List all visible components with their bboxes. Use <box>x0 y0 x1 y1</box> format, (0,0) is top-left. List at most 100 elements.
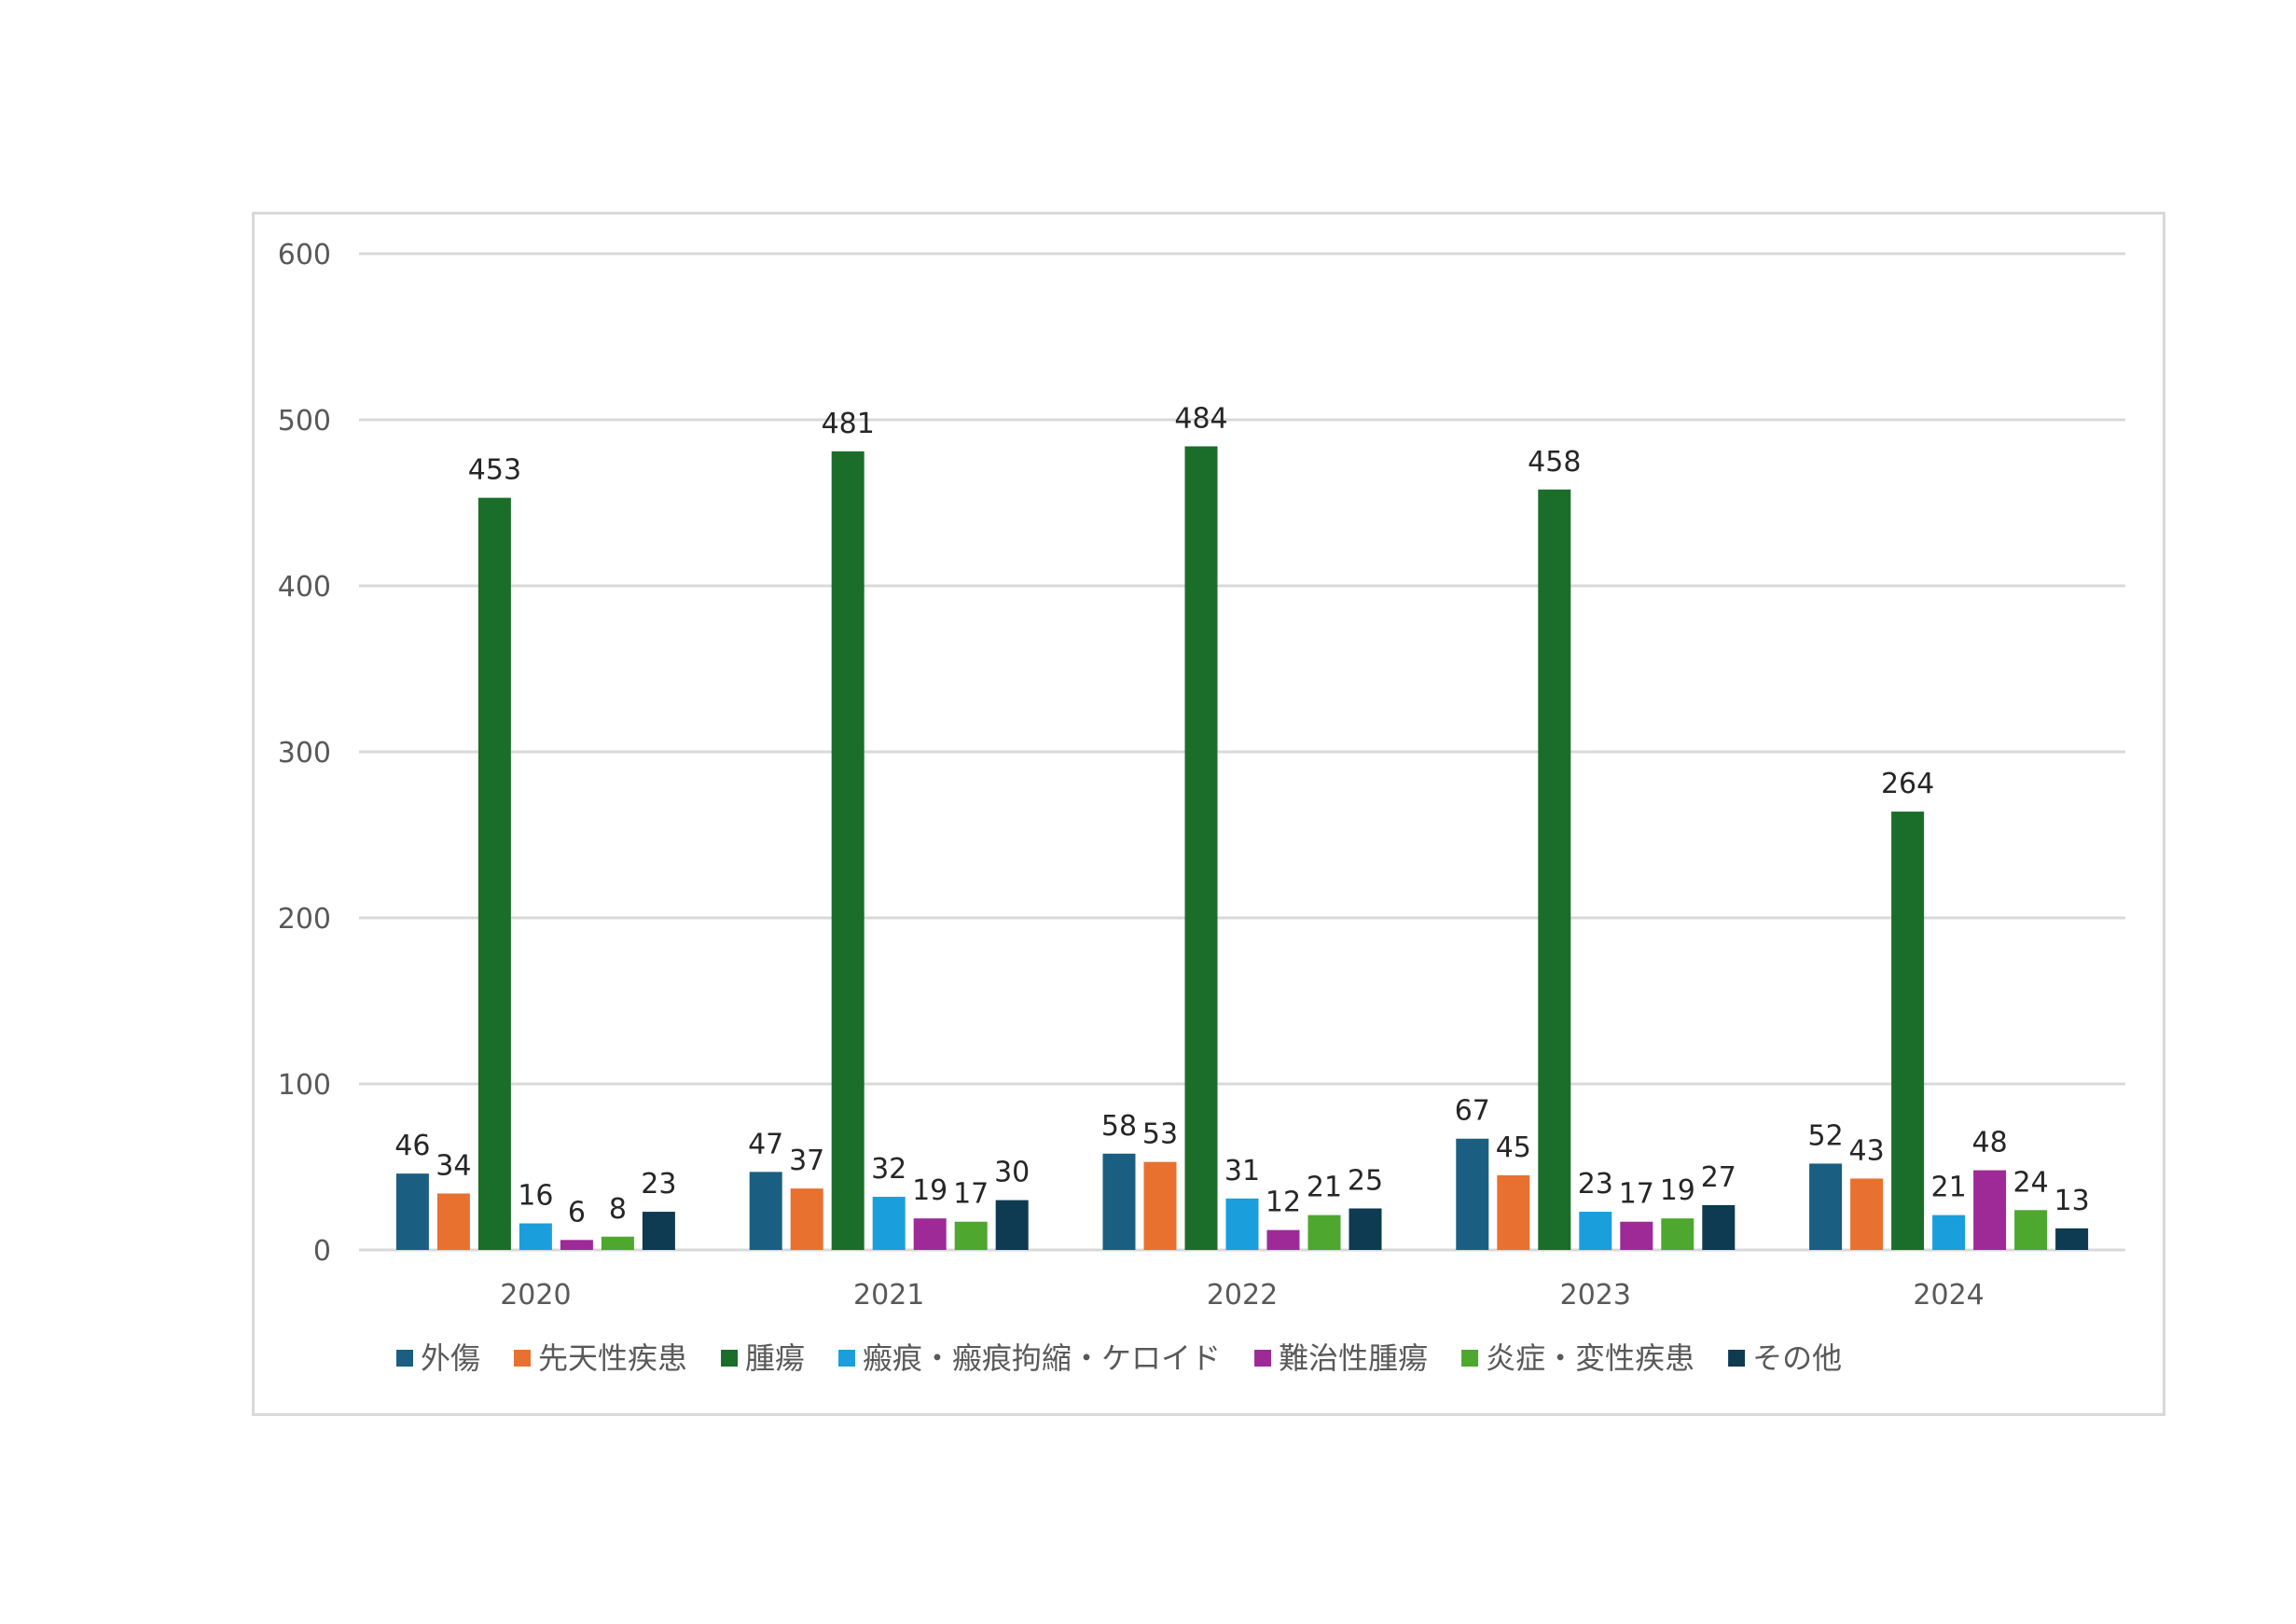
bar <box>1184 446 1218 1250</box>
data-label: 484 <box>1174 402 1227 435</box>
legend-label: 難治性腫瘍 <box>1279 1340 1428 1376</box>
x-tick-label: 2020 <box>500 1279 571 1312</box>
data-label: 43 <box>1849 1134 1885 1167</box>
data-label: 17 <box>953 1178 989 1211</box>
y-tick-label: 300 <box>278 737 331 770</box>
legend-label: 外傷 <box>421 1340 480 1376</box>
bar <box>1538 489 1571 1250</box>
data-label: 48 <box>1972 1127 2008 1159</box>
legend-item: 難治性腫瘍 <box>1254 1340 1428 1376</box>
data-label: 264 <box>1881 768 1934 800</box>
y-tick-label: 400 <box>278 571 331 604</box>
bar <box>1702 1204 1736 1250</box>
x-tick-label: 2024 <box>1913 1279 1984 1312</box>
data-label: 34 <box>436 1149 471 1182</box>
legend-swatch <box>396 1350 413 1367</box>
legend-swatch <box>1461 1350 1479 1367</box>
y-tick-label: 0 <box>313 1235 331 1268</box>
data-label: 19 <box>1660 1174 1695 1207</box>
data-label: 8 <box>609 1193 627 1226</box>
bar <box>831 451 864 1250</box>
bar <box>642 1212 675 1250</box>
bar <box>1809 1163 1843 1250</box>
legend-swatch <box>721 1350 739 1367</box>
legend-label: 先天性疾患 <box>538 1340 687 1376</box>
bar <box>1620 1221 1653 1250</box>
bar <box>1497 1174 1530 1250</box>
data-label: 46 <box>394 1130 430 1162</box>
data-label: 45 <box>1496 1131 1531 1164</box>
bar <box>913 1218 947 1250</box>
data-label: 53 <box>1142 1118 1178 1151</box>
y-tick-label: 200 <box>278 903 331 936</box>
legend-swatch <box>1728 1350 1746 1367</box>
bar <box>1225 1198 1259 1250</box>
data-label: 31 <box>1224 1155 1260 1187</box>
bar <box>1932 1215 1966 1250</box>
bar <box>1973 1170 2007 1250</box>
bar <box>749 1172 782 1250</box>
legend-label: 瘢痕・瘢痕拘縮・ケロイド <box>863 1340 1221 1376</box>
x-tick-label: 2023 <box>1560 1279 1631 1312</box>
data-label: 6 <box>568 1196 586 1228</box>
legend-item: 外傷 <box>396 1340 480 1376</box>
y-tick-label: 100 <box>278 1069 331 1102</box>
data-label: 52 <box>1808 1119 1844 1152</box>
legend-swatch <box>1254 1350 1272 1367</box>
bar <box>519 1223 552 1250</box>
bar <box>954 1221 988 1250</box>
bar <box>601 1236 634 1250</box>
legend-item: 先天性疾患 <box>514 1340 687 1376</box>
bar <box>790 1188 823 1250</box>
bars-layer <box>395 446 2089 1250</box>
data-label: 67 <box>1455 1095 1490 1128</box>
data-label: 19 <box>912 1174 947 1207</box>
legend-item: 瘢痕・瘢痕拘縮・ケロイド <box>838 1340 1221 1376</box>
bar <box>395 1173 429 1250</box>
data-label: 27 <box>1701 1161 1736 1194</box>
data-label: 12 <box>1266 1187 1301 1219</box>
legend-label: その他 <box>1752 1340 1842 1376</box>
data-label: 37 <box>789 1145 824 1177</box>
legend-swatch <box>514 1350 532 1367</box>
bar <box>1143 1161 1177 1250</box>
x-tick-label: 2021 <box>853 1279 924 1312</box>
data-label: 453 <box>468 454 521 487</box>
y-tick-label: 500 <box>278 405 331 437</box>
legend-item: 炎症・変性疾患 <box>1461 1340 1694 1376</box>
bar <box>995 1200 1029 1250</box>
data-label: 21 <box>1931 1172 1967 1204</box>
data-label: 23 <box>641 1168 676 1201</box>
legend-item: 腫瘍 <box>721 1340 805 1376</box>
data-label: 21 <box>1307 1172 1342 1204</box>
bar <box>2055 1228 2089 1250</box>
bar <box>1456 1138 1489 1250</box>
legend-swatch <box>838 1350 856 1367</box>
data-label: 25 <box>1348 1165 1383 1198</box>
x-axis-ticks: 2020 2021 2022 2023 2024 <box>500 1279 1985 1312</box>
bar <box>1891 812 1925 1250</box>
chart-frame: 0 100 200 300 400 500 600 46 34 453 16 6 8 23 47 37 48 1… <box>252 212 2165 1416</box>
bar <box>436 1193 470 1250</box>
legend-item: その他 <box>1728 1340 1842 1376</box>
bar <box>1349 1208 1382 1250</box>
bar <box>1102 1153 1136 1250</box>
data-label: 47 <box>748 1128 783 1160</box>
data-label: 16 <box>518 1180 553 1213</box>
y-tick-label: 600 <box>278 239 331 271</box>
y-axis-ticks: 0 100 200 300 400 500 600 <box>278 239 331 1268</box>
data-label: 58 <box>1101 1110 1137 1143</box>
data-label: 13 <box>2054 1185 2090 1217</box>
bar <box>2014 1210 2048 1250</box>
bar <box>1661 1218 1694 1250</box>
data-label: 24 <box>2013 1166 2049 1199</box>
data-label: 458 <box>1528 446 1581 479</box>
bar <box>1266 1229 1300 1250</box>
x-tick-label: 2022 <box>1207 1279 1278 1312</box>
bar <box>560 1240 593 1250</box>
grid-layer <box>359 252 2125 1252</box>
bar <box>477 497 511 1250</box>
bar <box>872 1197 906 1250</box>
